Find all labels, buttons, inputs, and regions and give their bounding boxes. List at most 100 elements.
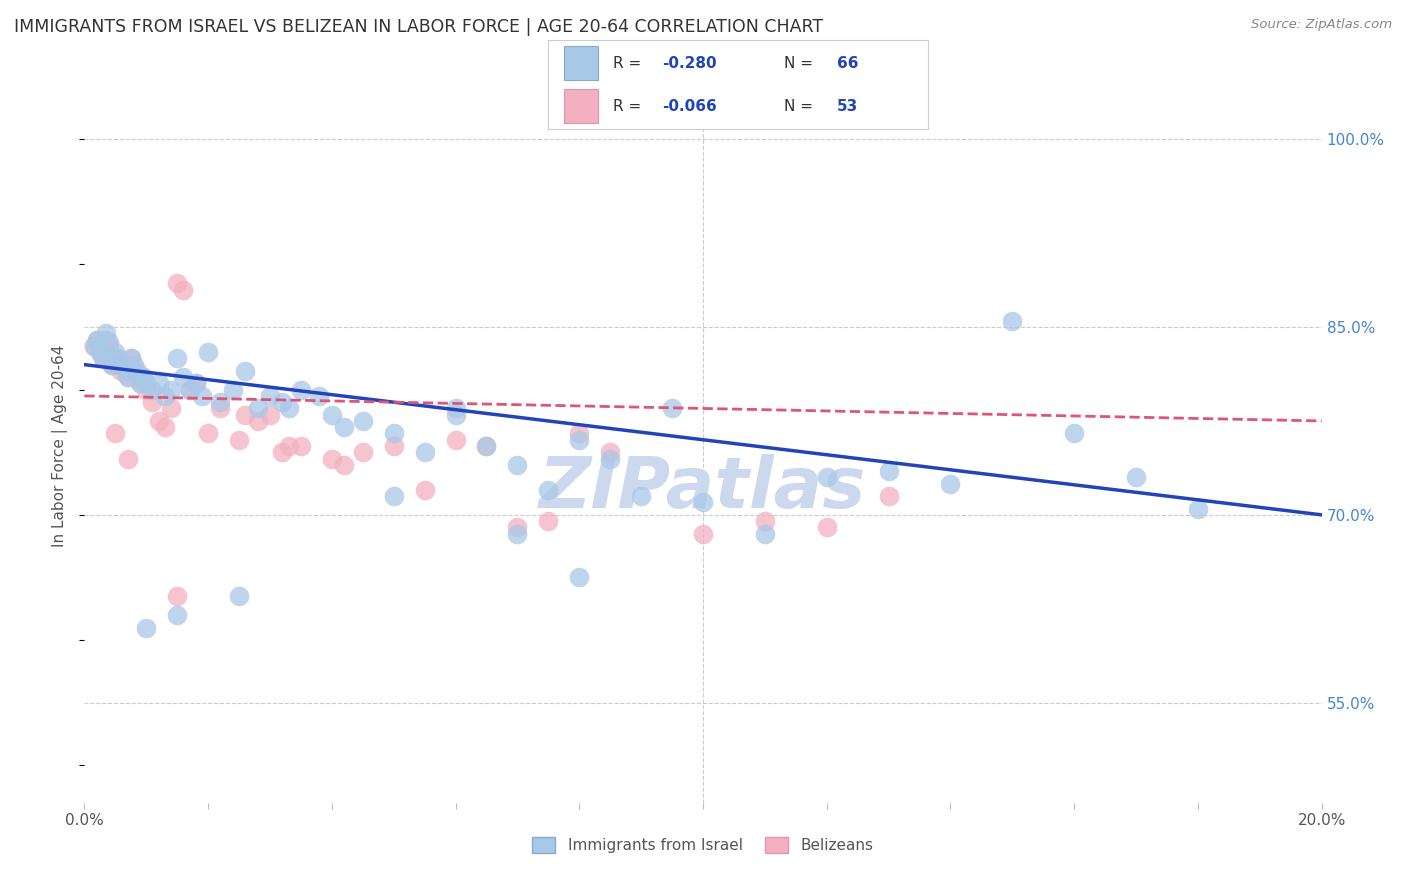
Point (537, 483, 560, 497)
Point (129, 376, 152, 391)
Point (382, 439, 405, 453)
Point (352, 445, 374, 459)
Point (568, 570, 591, 584)
Point (179, 383, 201, 397)
FancyBboxPatch shape (564, 46, 598, 80)
Point (444, 408, 467, 422)
Point (132, 370, 155, 384)
Text: N =: N = (783, 99, 817, 113)
FancyBboxPatch shape (564, 89, 598, 123)
Point (271, 445, 294, 459)
Point (506, 458, 529, 472)
Point (444, 433, 467, 447)
Text: 66: 66 (837, 56, 858, 70)
Point (166, 351, 188, 366)
Point (506, 526, 529, 541)
Point (222, 383, 245, 397)
Point (568, 433, 591, 447)
Point (475, 439, 498, 453)
Point (120, 351, 142, 366)
Point (135, 383, 157, 397)
Point (444, 401, 467, 416)
Point (91, 351, 114, 366)
Point (877, 489, 900, 503)
Point (160, 383, 183, 397)
Point (160, 401, 183, 416)
Point (382, 426, 405, 441)
Point (475, 439, 498, 453)
Point (259, 408, 281, 422)
Point (132, 370, 155, 384)
Y-axis label: In Labor Force | Age 20-64: In Labor Force | Age 20-64 (52, 345, 69, 547)
Point (308, 389, 330, 403)
Point (413, 483, 436, 497)
Point (86, 333, 108, 347)
Point (939, 476, 962, 491)
Point (290, 383, 312, 397)
Text: -0.280: -0.280 (662, 56, 717, 70)
Point (1001, 314, 1024, 328)
Point (333, 458, 356, 472)
Point (94, 333, 117, 347)
Point (83, 339, 105, 353)
Point (98, 339, 121, 353)
Point (114, 364, 136, 378)
Point (352, 414, 374, 428)
Point (122, 358, 145, 372)
Text: ZIPatlas: ZIPatlas (540, 454, 866, 524)
Point (191, 389, 214, 403)
Point (125, 370, 148, 384)
Point (209, 401, 232, 416)
Point (1125, 470, 1147, 484)
Point (197, 345, 219, 359)
Point (246, 414, 269, 428)
Point (277, 439, 299, 453)
Point (86, 333, 108, 347)
Point (246, 401, 269, 416)
Point (172, 283, 194, 297)
Point (166, 589, 188, 603)
Point (166, 277, 188, 291)
Point (1063, 426, 1085, 441)
Point (89, 345, 111, 359)
Point (271, 395, 294, 409)
Point (110, 364, 132, 378)
Point (129, 376, 152, 391)
Legend: Immigrants from Israel, Belizeans: Immigrants from Israel, Belizeans (526, 831, 880, 859)
Point (599, 451, 621, 466)
Point (184, 376, 207, 391)
Point (290, 439, 312, 453)
Point (148, 376, 170, 391)
Point (815, 520, 838, 534)
Point (114, 358, 136, 372)
Point (148, 414, 170, 428)
Point (184, 376, 207, 391)
Text: Source: ZipAtlas.com: Source: ZipAtlas.com (1251, 18, 1392, 31)
Point (259, 389, 281, 403)
Point (141, 395, 163, 409)
Point (630, 489, 652, 503)
Point (197, 426, 219, 441)
Text: R =: R = (613, 56, 645, 70)
Point (815, 470, 838, 484)
Point (89, 345, 111, 359)
Point (209, 395, 232, 409)
Text: -0.066: -0.066 (662, 99, 717, 113)
Point (321, 408, 343, 422)
Point (172, 370, 194, 384)
Point (692, 495, 714, 509)
Point (228, 589, 250, 603)
Point (135, 621, 157, 635)
Point (125, 364, 148, 378)
Point (98, 335, 121, 350)
Point (228, 433, 250, 447)
Point (568, 426, 591, 441)
Point (321, 451, 343, 466)
Point (1187, 501, 1209, 516)
Point (153, 420, 176, 434)
Point (233, 364, 256, 378)
Point (413, 445, 436, 459)
Point (333, 420, 356, 434)
Point (101, 358, 124, 372)
Text: R =: R = (613, 99, 645, 113)
